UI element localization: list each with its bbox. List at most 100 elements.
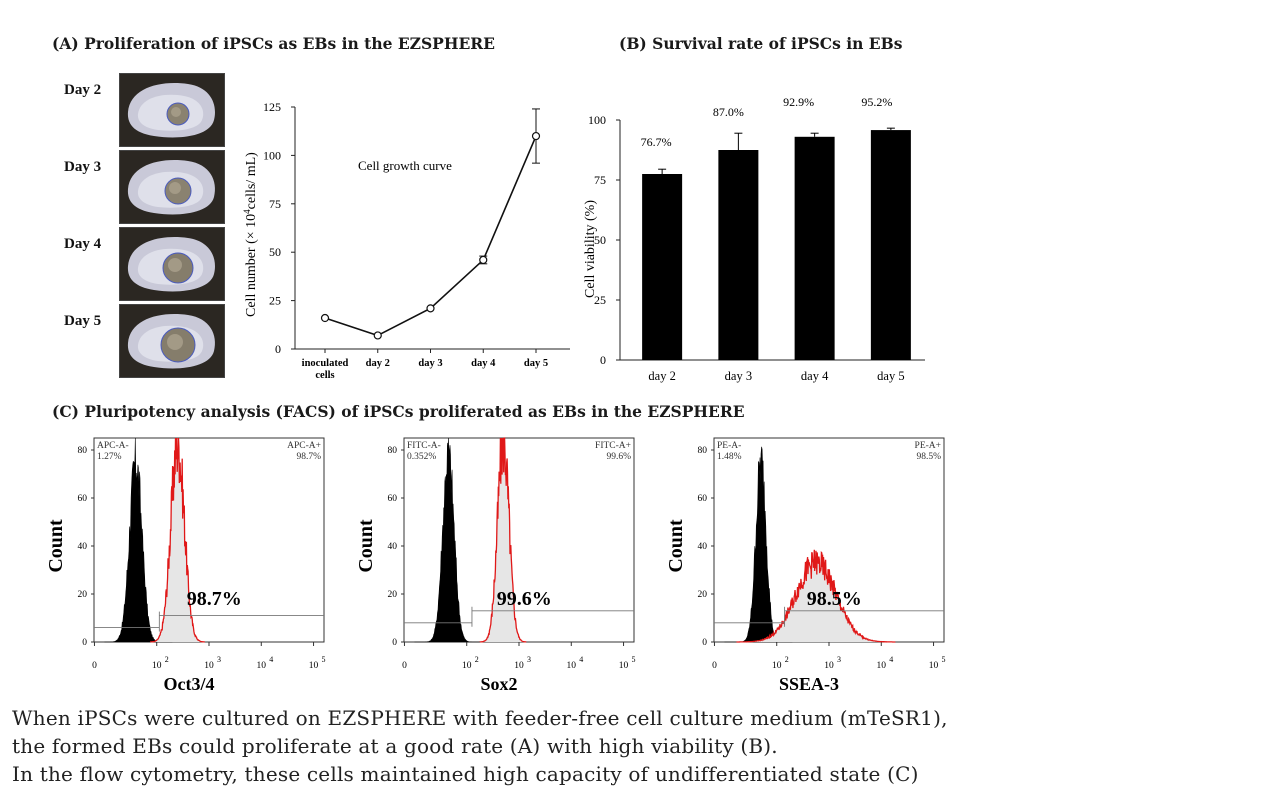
facs-x-tick-exponent: 3 [217,655,221,664]
facs-x-tick-exponent: 5 [322,655,326,664]
eb-micrograph-day5 [119,304,225,378]
facs-sample-histogram-fill [150,438,205,642]
caption-line-2: the formed EBs could proliferate at a go… [12,734,778,758]
day-label-3: Day 3 [64,159,102,175]
facs-x-tick-label: 10 [204,661,214,671]
facs-y-axis-label: Count [665,519,687,573]
facs-y-tick-label: 0 [702,638,707,648]
facs-x-tick-label: 10 [567,661,577,671]
eb-micrograph-day4 [119,227,225,301]
facs-gate-neg-label: FITC-A- [407,441,441,451]
facs-x-tick-label: 10 [514,661,524,671]
growth-y-axis-label: Cell number (× 104cells/ mL) [242,152,259,317]
caption-line-1: When iPSCs were cultured on EZSPHERE wit… [12,706,948,730]
facs-x-tick-label: 10 [619,661,629,671]
facs-y-tick-label: 0 [392,638,397,648]
caption-line-3: In the flow cytometry, these cells maint… [12,762,919,786]
facs-x-tick-label: 10 [152,661,162,671]
facs-negative-control-histogram [414,437,483,643]
facs-y-tick-label: 40 [698,542,708,552]
panel-b-title: (B) Survival rate of iPSCs in EBs [619,34,903,53]
facs-sample-histogram [479,437,527,643]
facs-y-tick-label: 80 [388,446,398,456]
facs-x-tick-label: 0 [402,661,407,671]
growth-y-tick-label: 50 [269,245,281,259]
facs-x-tick-exponent: 5 [632,655,636,664]
facs-x-tick-label: 10 [929,661,939,671]
viability-y-tick-label: 75 [594,173,606,187]
viability-x-tick-label: day 3 [725,369,752,383]
facs-x-axis-label: Sox2 [480,674,517,694]
facs-positive-percentage: 99.6% [497,588,552,610]
growth-data-point [320,313,330,323]
panel-c-title: (C) Pluripotency analysis (FACS) of iPSC… [52,402,745,421]
growth-x-tick-label: inoculated [302,358,349,369]
facs-x-axis-label: Oct3/4 [164,674,215,694]
viability-bar-chart: 0 25 50 75 100 day 2 day 3 day 4 day 5 76.7% 87.0%… [583,95,925,383]
growth-x-tick-label: day 4 [471,358,496,369]
facs-x-tick-label: 10 [772,661,782,671]
facs-x-tick-exponent: 4 [889,655,893,664]
viability-bar [642,174,683,360]
day-label-5: Day 5 [64,313,102,329]
facs-y-tick-label: 80 [78,446,88,456]
day-label-4: Day 4 [64,236,102,252]
facs-x-tick-exponent: 2 [475,655,479,664]
facs-gate-pos-label: FITC-A+ [595,441,631,451]
facs-x-tick-label: 0 [92,661,97,671]
facs-y-axis-label: Count [355,519,377,573]
viability-y-tick-label: 0 [600,353,606,367]
facs-x-tick-exponent: 2 [165,655,169,664]
facs-y-tick-label: 20 [698,590,708,600]
facs-gate-neg-label: APC-A- [97,441,129,451]
facs-sample-histogram-fill [736,549,896,642]
facs-negative-control-histogram [104,437,173,643]
facs-gate-pos-pct: 99.6% [606,452,631,462]
growth-y-tick-label: 25 [269,294,281,308]
facs-gate-pos-label: PE-A+ [915,441,941,451]
facs-positive-percentage: 98.7% [187,588,242,610]
facs-gate-neg-label: PE-A- [717,441,741,451]
facs-gate-neg-pct: 1.27% [97,452,122,462]
facs-y-axis-label: Count [45,519,67,573]
facs-x-tick-exponent: 4 [579,655,583,664]
growth-y-tick-label: 125 [263,100,281,114]
facs-sample-histogram [736,549,896,643]
growth-x-tick-label: day 2 [366,358,390,369]
growth-x-tick-label: cells [315,370,334,381]
facs-gate-neg-pct: 0.352% [407,452,436,462]
facs-sample-histogram-fill [480,438,527,642]
facs-x-axis-label: SSEA-3 [779,674,839,694]
viability-x-tick-label: day 2 [648,369,675,383]
facs-x-tick-label: 0 [712,661,717,671]
facs-x-tick-exponent: 3 [527,655,531,664]
facs-x-tick-label: 10 [877,661,887,671]
viability-x-tick-label: day 5 [877,369,904,383]
facs-y-tick-label: 40 [78,542,88,552]
facs-x-tick-label: 10 [824,661,834,671]
viability-bar [870,130,911,360]
viability-y-axis-label: Cell viability (%) [583,200,598,298]
panel-a-title: (A) Proliferation of iPSCs as EBs in the… [52,34,495,53]
growth-data-point [479,255,488,265]
viability-x-tick-label: day 4 [801,369,829,383]
eb-micrograph-day3 [119,150,225,224]
growth-x-tick-label: day 3 [418,358,442,369]
growth-y-tick-label: 75 [269,197,281,211]
facs-y-tick-label: 40 [388,542,398,552]
viability-y-tick-label: 100 [588,113,606,127]
facs-y-tick-label: 0 [82,638,87,648]
facs-x-tick-exponent: 2 [785,655,789,664]
growth-y-tick-label: 100 [263,148,281,162]
facs-x-tick-label: 10 [462,661,472,671]
facs-gate-pos-pct: 98.5% [916,452,941,462]
viability-bar [718,150,759,360]
facs-x-tick-label: 10 [257,661,267,671]
facs-y-tick-label: 60 [78,494,88,504]
facs-gate-pos-pct: 98.7% [296,452,321,462]
facs-positive-percentage: 98.5% [807,588,862,610]
viability-y-tick-label: 50 [594,233,606,247]
facs-y-tick-label: 60 [698,494,708,504]
